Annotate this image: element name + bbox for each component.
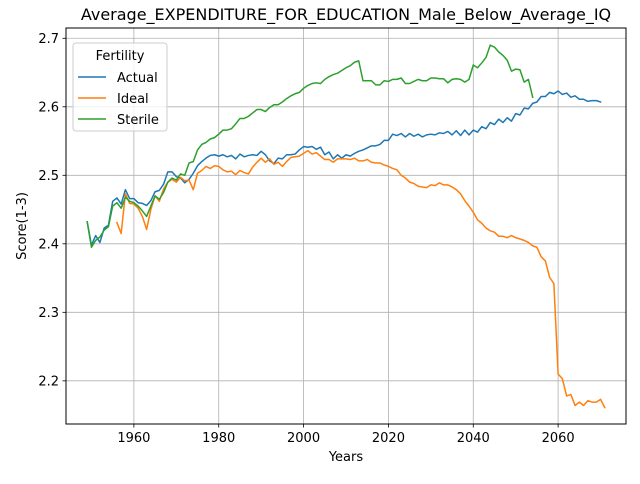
chart-title: Average_EXPENDITURE_FOR_EDUCATION_Male_B…: [81, 5, 611, 25]
legend-label-sterile: Sterile: [117, 113, 159, 128]
legend-entries: Actual Ideal Sterile: [78, 71, 159, 128]
y-tick-label: 2.7: [38, 32, 59, 47]
grid-lines: [66, 28, 626, 424]
y-tick-label: 2.4: [38, 237, 59, 252]
legend-title: Fertility: [96, 49, 145, 64]
series-line-sterile: [86, 44, 534, 248]
x-tick-label: 1960: [117, 431, 150, 446]
legend-label-actual: Actual: [117, 71, 158, 86]
y-tick-label: 2.6: [38, 100, 59, 115]
y-tick-label: 2.3: [38, 306, 59, 321]
x-tick-label: 1980: [202, 431, 235, 446]
x-tick-label: 2040: [457, 431, 490, 446]
series-lines: [86, 44, 606, 409]
y-tick-label: 2.2: [38, 374, 59, 389]
x-axis-label: Years: [328, 450, 364, 465]
plot-area-frame: [65, 27, 627, 425]
y-tick-label: 2.5: [38, 169, 59, 184]
series-line-actual: [86, 90, 602, 246]
series-line-ideal: [115, 149, 606, 409]
x-tick-label: 2000: [287, 431, 320, 446]
legend-label-ideal: Ideal: [117, 92, 149, 107]
x-tick-label: 2020: [372, 431, 405, 446]
legend: Fertility Actual Ideal Sterile: [72, 42, 168, 132]
axis-ticks: 1960 1980 2000 2020 2040 2060 2.2 2.3 2.4 2.5 2.6 2…: [38, 32, 574, 446]
y-axis-label: Score(1-3): [15, 192, 30, 260]
legend-frame: [72, 42, 168, 132]
x-tick-label: 2060: [542, 431, 575, 446]
